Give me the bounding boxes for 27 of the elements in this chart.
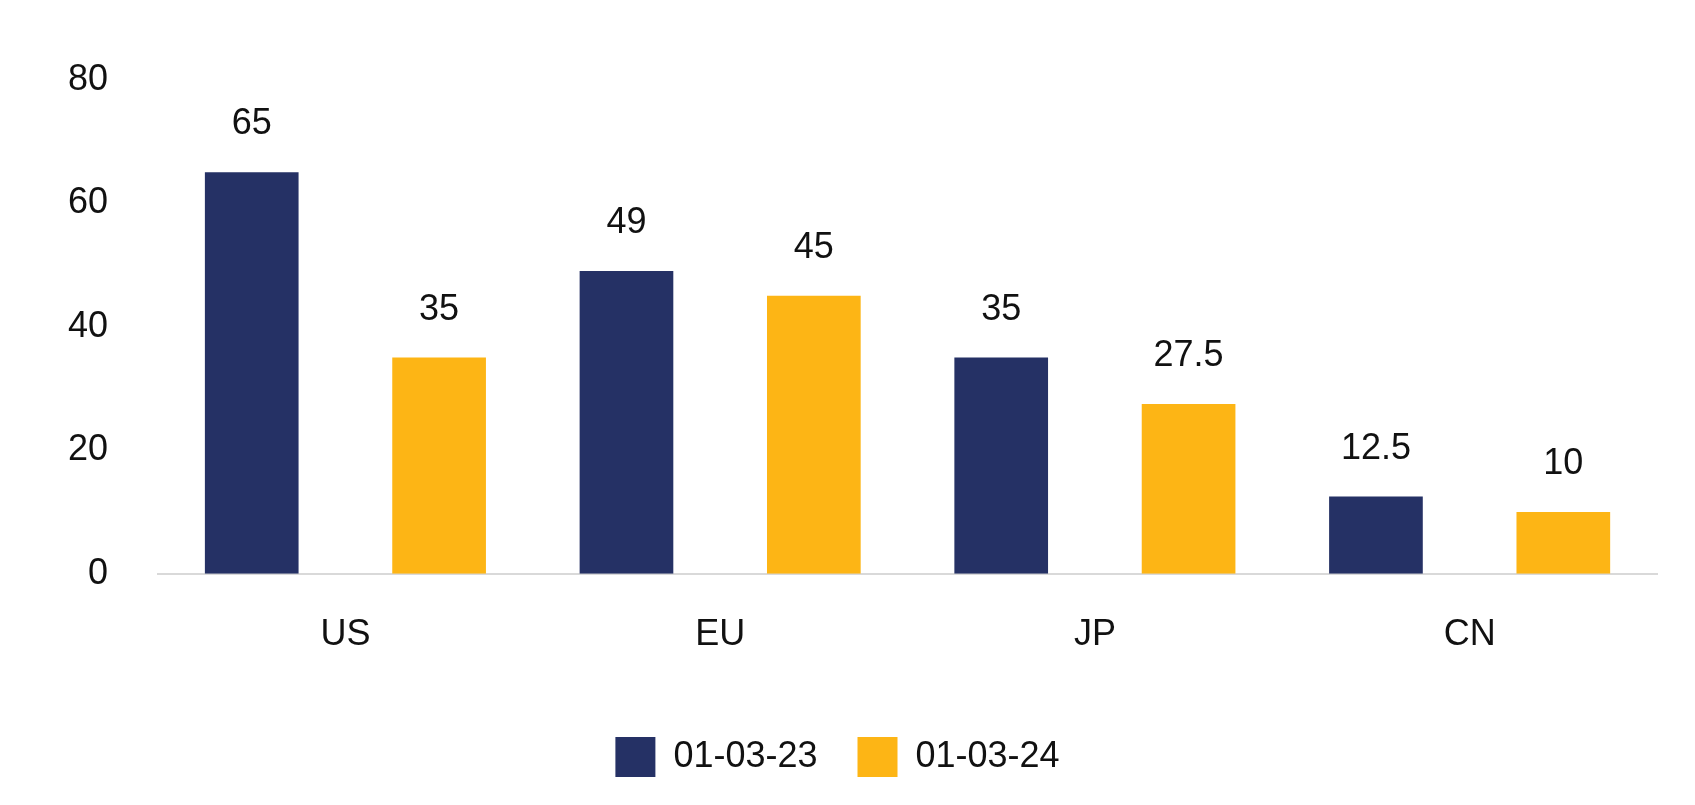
data-label: 27.5: [1153, 332, 1224, 374]
y-tick-label: 0: [88, 550, 109, 592]
x-tick-label: US: [320, 612, 371, 654]
data-label: 35: [419, 286, 460, 328]
bar: [204, 172, 299, 574]
bar: [766, 295, 861, 574]
x-tick-label: JP: [1073, 612, 1116, 654]
y-tick-label: 60: [68, 180, 109, 222]
y-tick-label: 80: [68, 56, 109, 98]
bar: [1516, 512, 1611, 574]
data-label: 45: [793, 224, 834, 266]
data-label: 49: [606, 200, 647, 242]
bar: [954, 357, 1049, 574]
x-tick-label: CN: [1443, 612, 1496, 654]
data-label: 10: [1543, 440, 1584, 482]
y-tick-label: 20: [68, 427, 109, 469]
bar: [579, 271, 674, 574]
data-label: 12.5: [1340, 425, 1411, 467]
bar: [1141, 403, 1236, 574]
x-tick-label: EU: [695, 612, 746, 654]
data-label: 65: [231, 101, 272, 143]
data-label: 35: [981, 286, 1022, 328]
bar: [1329, 496, 1423, 574]
legend-label: 01-03-23: [673, 733, 818, 775]
legend-label: 01-03-24: [915, 733, 1060, 775]
y-tick-label: 40: [68, 303, 109, 345]
bar: [392, 357, 486, 574]
